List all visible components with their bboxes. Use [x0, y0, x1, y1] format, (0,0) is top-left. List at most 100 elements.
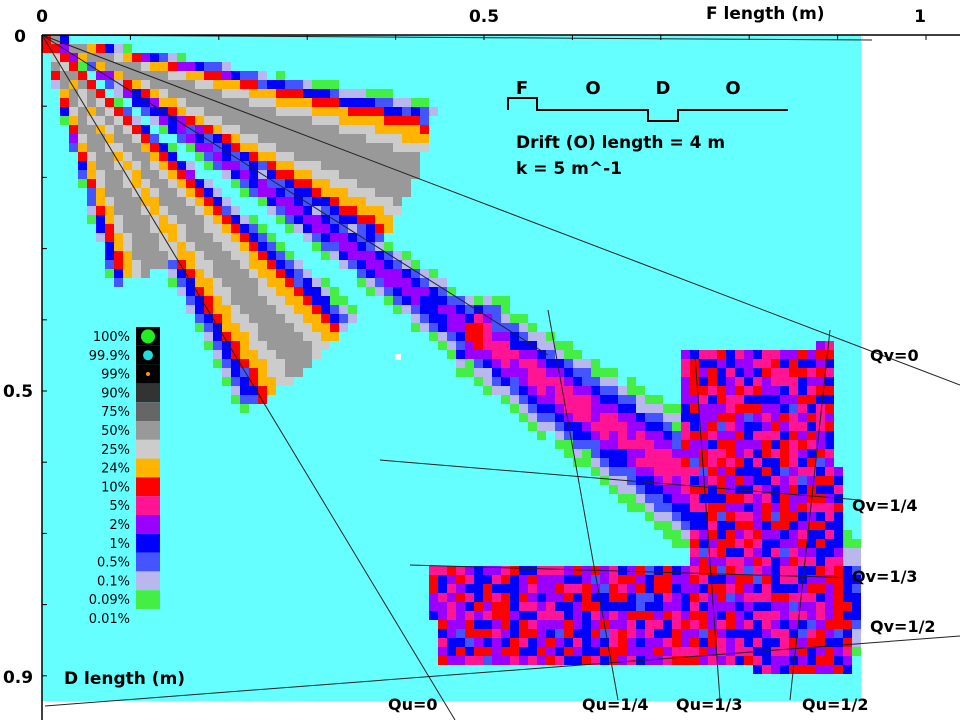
- heatmap-cell: [114, 665, 123, 674]
- heatmap-cell: [429, 368, 438, 377]
- heatmap-cell: [276, 449, 285, 458]
- heatmap-cell: [366, 332, 375, 341]
- heatmap-cell: [312, 647, 321, 656]
- heatmap-cell: [249, 548, 258, 557]
- heatmap-cell: [627, 179, 636, 188]
- heatmap-cell: [87, 575, 96, 584]
- heatmap-cell: [618, 287, 627, 296]
- heatmap-cell: [573, 116, 582, 125]
- heatmap-cell: [222, 359, 231, 368]
- heatmap-cell: [231, 116, 240, 125]
- heatmap-cell: [267, 242, 276, 251]
- heatmap-cell: [564, 386, 573, 395]
- heatmap-cell: [474, 629, 483, 638]
- heatmap-cell: [474, 656, 483, 665]
- heatmap-cell: [150, 89, 159, 98]
- heatmap-cell: [285, 80, 294, 89]
- heatmap-cell: [483, 476, 492, 485]
- heatmap-cell: [105, 368, 114, 377]
- heatmap-cell: [429, 179, 438, 188]
- heatmap-cell: [519, 566, 528, 575]
- heatmap-cell: [249, 269, 258, 278]
- heatmap-cell: [510, 692, 519, 701]
- heatmap-cell: [609, 224, 618, 233]
- heatmap-cell: [546, 593, 555, 602]
- heatmap-cell: [195, 125, 204, 134]
- heatmap-cell: [168, 656, 177, 665]
- heatmap-cell: [564, 350, 573, 359]
- heatmap-cell: [330, 665, 339, 674]
- heatmap-cell: [240, 548, 249, 557]
- heatmap-cell: [240, 152, 249, 161]
- heatmap-cell: [60, 566, 69, 575]
- heatmap-cell: [555, 161, 564, 170]
- heatmap-cell: [546, 305, 555, 314]
- heatmap-cell: [204, 287, 213, 296]
- heatmap-cell: [582, 314, 591, 323]
- heatmap-cell: [285, 278, 294, 287]
- heatmap-cell: [375, 197, 384, 206]
- heatmap-cell: [420, 233, 429, 242]
- heatmap-cell: [285, 467, 294, 476]
- heatmap-cell: [105, 80, 114, 89]
- heatmap-cell: [96, 134, 105, 143]
- heatmap-cell: [321, 539, 330, 548]
- heatmap-cell: [132, 197, 141, 206]
- heatmap-cell: [312, 215, 321, 224]
- heatmap-cell: [87, 71, 96, 80]
- heatmap-cell: [150, 233, 159, 242]
- heatmap-cell: [573, 674, 582, 683]
- heatmap-cell: [564, 359, 573, 368]
- heatmap-cell: [96, 440, 105, 449]
- heatmap-cell: [195, 251, 204, 260]
- heatmap-cell: [492, 107, 501, 116]
- heatmap-cell: [366, 71, 375, 80]
- heatmap-cell: [528, 404, 537, 413]
- heatmap-cell: [339, 323, 348, 332]
- heatmap-cell: [312, 242, 321, 251]
- heatmap-cell: [321, 188, 330, 197]
- heatmap-cell: [60, 341, 69, 350]
- heatmap-cell: [456, 647, 465, 656]
- heatmap-cell: [573, 512, 582, 521]
- heatmap-cell: [636, 683, 645, 692]
- heatmap-cell: [294, 188, 303, 197]
- heatmap-cell: [600, 206, 609, 215]
- heatmap-cell: [258, 431, 267, 440]
- heatmap-cell: [294, 413, 303, 422]
- heatmap-cell: [636, 323, 645, 332]
- heatmap-cell: [483, 242, 492, 251]
- heatmap-cell: [330, 395, 339, 404]
- heatmap-cell: [474, 440, 483, 449]
- heatmap-cell: [492, 170, 501, 179]
- heatmap-cell: [60, 107, 69, 116]
- heatmap-cell: [267, 395, 276, 404]
- heatmap-cell: [60, 71, 69, 80]
- heatmap-cell: [96, 152, 105, 161]
- heatmap-cell: [465, 89, 474, 98]
- heatmap-cell: [357, 116, 366, 125]
- heatmap-cell: [591, 296, 600, 305]
- heatmap-cell: [447, 629, 456, 638]
- heatmap-cell: [159, 116, 168, 125]
- heatmap-cell: [402, 134, 411, 143]
- heatmap-cell: [384, 251, 393, 260]
- heatmap-cell: [132, 170, 141, 179]
- heatmap-cell: [240, 314, 249, 323]
- heatmap-cell: [438, 233, 447, 242]
- heatmap-cell: [195, 98, 204, 107]
- heatmap-cell: [186, 224, 195, 233]
- heatmap-cell: [483, 584, 492, 593]
- heatmap-cell: [78, 305, 87, 314]
- heatmap-cell: [159, 368, 168, 377]
- heatmap-cell: [105, 467, 114, 476]
- heatmap-cell: [213, 485, 222, 494]
- heatmap-cell: [420, 458, 429, 467]
- heatmap-cell: [213, 395, 222, 404]
- heatmap-cell: [159, 269, 168, 278]
- heatmap-cell: [357, 161, 366, 170]
- heatmap-cell: [114, 656, 123, 665]
- heatmap-cell: [564, 62, 573, 71]
- heatmap-cell: [375, 656, 384, 665]
- heatmap-cell: [96, 395, 105, 404]
